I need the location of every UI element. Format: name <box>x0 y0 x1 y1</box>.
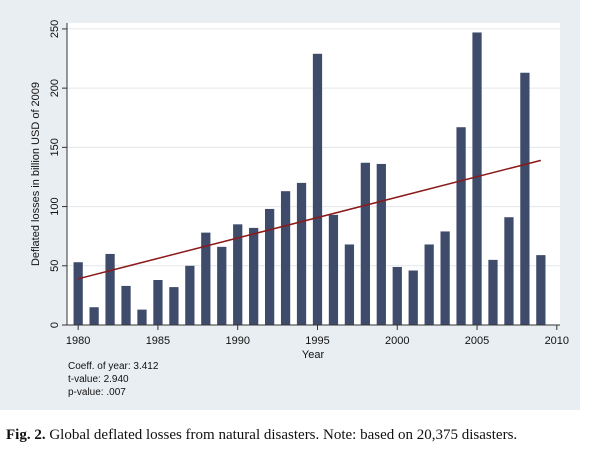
bar <box>408 270 418 325</box>
bar <box>376 163 386 325</box>
bar <box>424 244 434 325</box>
y-axis-label: Deflated losses in billion USD of 2009 <box>30 82 42 266</box>
bar <box>137 309 147 325</box>
y-tick-label: 200 <box>49 79 61 97</box>
bar <box>344 244 355 325</box>
trend-line <box>77 159 542 280</box>
bar <box>105 253 115 325</box>
bar <box>488 259 498 325</box>
bar <box>217 246 227 325</box>
y-tick-label: 100 <box>49 197 61 215</box>
x-tick-label: 2005 <box>465 335 489 347</box>
p-value-note: p-value: .007 <box>68 387 126 398</box>
bar <box>504 217 514 325</box>
y-tick-label: 150 <box>49 138 61 156</box>
y-tick-label: 50 <box>49 260 61 272</box>
x-tick-label: 1995 <box>305 335 329 347</box>
bar <box>73 262 83 325</box>
figure-caption: Fig. 2. Global deflated losses from natu… <box>6 427 598 444</box>
bar <box>312 53 323 326</box>
bar <box>233 224 243 325</box>
bar <box>264 208 275 325</box>
bar <box>520 72 530 325</box>
y-ticks: 0 50 100 150 200 250 <box>49 20 67 328</box>
x-tick-label: 1990 <box>225 335 249 347</box>
bar <box>201 232 211 325</box>
bar <box>169 287 179 325</box>
bar <box>280 191 291 325</box>
bar <box>296 182 307 325</box>
t-value-note: t-value: 2.940 <box>68 374 129 385</box>
x-tick-label: 1985 <box>146 335 170 347</box>
x-tick-label: 1980 <box>66 335 90 347</box>
bar <box>328 214 339 325</box>
bar <box>456 127 466 325</box>
bar <box>185 265 195 325</box>
bar <box>121 285 131 325</box>
y-tick-label: 0 <box>49 322 61 328</box>
bar <box>249 227 259 325</box>
figure-panel: 0 50 100 150 200 250 1980 1985 1990 1995 2000 2005… <box>0 0 580 410</box>
caption-text: Global deflated losses from natural disa… <box>45 427 518 443</box>
bar-chart: 0 50 100 150 200 250 1980 1985 1990 1995 2000 2005… <box>30 20 569 361</box>
x-ticks: 1980 1985 1990 1995 2000 2005 2010 <box>66 325 569 347</box>
bar <box>536 255 546 325</box>
caption-label: Fig. 2. <box>6 427 46 443</box>
x-tick-label: 2000 <box>385 335 409 347</box>
bar <box>360 162 370 325</box>
bar <box>392 266 402 325</box>
bar <box>89 307 99 325</box>
trend-line-group <box>77 159 542 280</box>
x-axis-label: Year <box>302 349 325 361</box>
axes <box>66 23 560 326</box>
bar <box>472 32 482 325</box>
x-tick-label: 2010 <box>545 335 569 347</box>
coefficient-note: Coeff. of year: 3.412 <box>68 361 159 372</box>
bars <box>73 32 546 326</box>
bar <box>153 279 163 325</box>
y-tick-label: 250 <box>49 20 61 38</box>
bar <box>440 231 450 325</box>
